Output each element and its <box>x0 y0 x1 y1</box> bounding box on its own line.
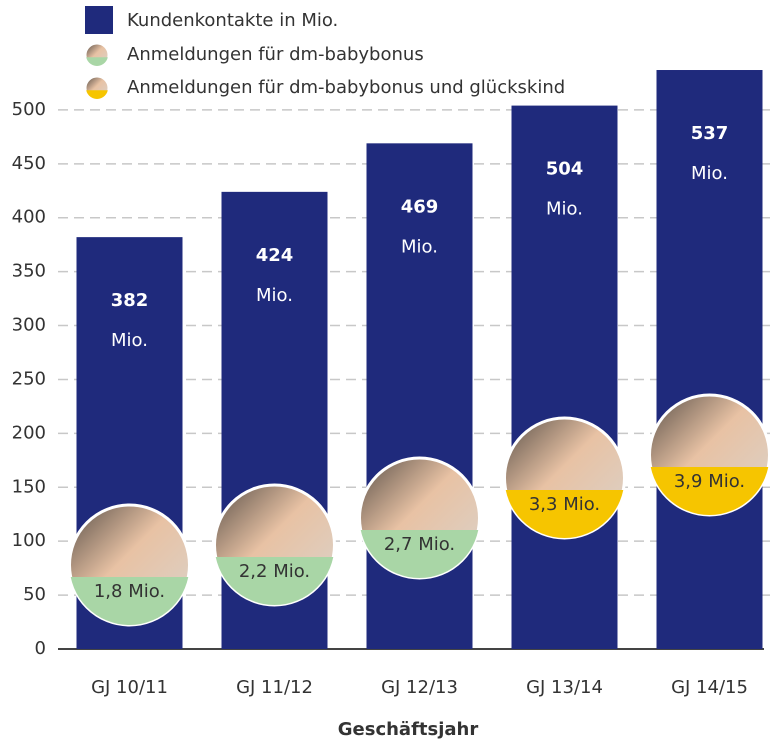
unit-label: Mio. <box>111 330 148 351</box>
value-label: 382 <box>111 290 149 311</box>
circle-label: 2,2 Mio. <box>239 561 310 582</box>
unit-label: Mio. <box>256 285 293 306</box>
x-tick-label: GJ 12/13 <box>381 677 458 698</box>
y-tick-label: 200 <box>12 422 46 443</box>
value-label: 537 <box>691 123 729 144</box>
y-tick-label: 50 <box>23 584 46 605</box>
y-tick-label: 150 <box>12 476 46 497</box>
y-tick-label: 250 <box>12 368 46 389</box>
circle-label: 3,3 Mio. <box>529 494 600 515</box>
bar <box>657 70 763 649</box>
y-tick-label: 100 <box>12 530 46 551</box>
chart: Geschäftsjahr 0 50 100 150 200 250 300 350 400 45… <box>0 0 774 744</box>
legend-label: Kundenkontakte in Mio. <box>127 10 338 31</box>
x-tick-label: GJ 11/12 <box>236 677 313 698</box>
bar <box>512 106 618 649</box>
y-tick-label: 500 <box>12 99 46 120</box>
value-label: 504 <box>546 159 584 180</box>
unit-label: Mio. <box>691 163 728 184</box>
legend-label: Anmeldungen für dm-babybonus <box>127 44 424 65</box>
y-tick-label: 400 <box>12 207 46 228</box>
y-tick-label: 0 <box>35 638 46 659</box>
circle-label: 1,8 Mio. <box>94 581 165 602</box>
legend-label: Anmeldungen für dm-babybonus und glücksk… <box>127 77 565 98</box>
circle-label: 2,7 Mio. <box>384 534 455 555</box>
x-tick-label: GJ 10/11 <box>91 677 168 698</box>
value-label: 469 <box>401 196 439 217</box>
legend-swatch <box>85 6 113 34</box>
y-tick-label: 300 <box>12 315 46 336</box>
y-tick-label: 450 <box>12 153 46 174</box>
x-tick-label: GJ 14/15 <box>671 677 748 698</box>
circle-label: 3,9 Mio. <box>674 471 745 492</box>
x-axis-label: Geschäftsjahr <box>338 719 479 740</box>
x-tick-label: GJ 13/14 <box>526 677 603 698</box>
unit-label: Mio. <box>401 236 438 257</box>
unit-label: Mio. <box>546 199 583 220</box>
y-tick-label: 350 <box>12 261 46 282</box>
value-label: 424 <box>256 245 294 266</box>
